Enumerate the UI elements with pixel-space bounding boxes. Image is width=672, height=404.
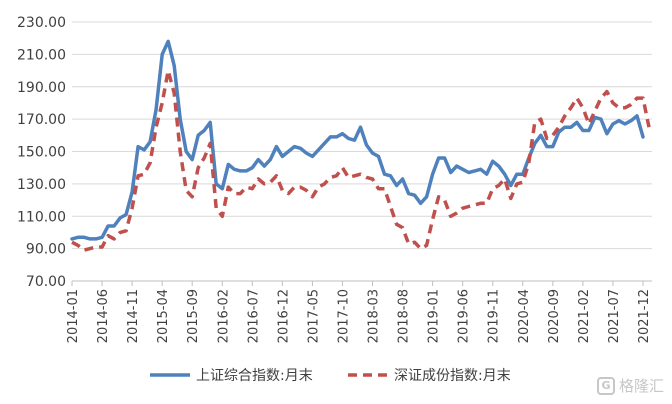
x-tick-label: 2019-01 [427, 289, 442, 343]
y-tick-label: 110.00 [17, 209, 66, 225]
y-tick-label: 230.00 [17, 15, 66, 31]
x-tick-label: 2014-01 [66, 289, 81, 343]
x-tick-label: 2017-05 [306, 289, 321, 343]
x-tick-label: 2021-02 [577, 289, 592, 343]
watermark: G 格隆汇 [596, 375, 664, 396]
legend-label: 上证综合指数:月末 [196, 368, 313, 384]
x-tick-label: 2018-03 [367, 289, 382, 343]
x-tick-label: 2021-12 [637, 289, 652, 343]
gelonghui-logo-icon: G [596, 376, 615, 395]
x-tick-label: 2020-04 [517, 289, 532, 343]
legend-label: 深证成份指数:月末 [394, 368, 511, 384]
x-tick-label: 2019-06 [457, 289, 472, 343]
x-tick-label: 2020-09 [547, 289, 562, 343]
y-tick-label: 70.00 [26, 274, 66, 290]
x-tick-label: 2019-11 [487, 289, 502, 343]
x-tick-label: 2021-07 [607, 289, 622, 343]
x-tick-label: 2016-12 [276, 289, 291, 343]
x-tick-label: 2017-10 [336, 289, 351, 343]
x-tick-label: 2014-06 [96, 289, 111, 343]
x-tick-label: 2016-02 [216, 289, 231, 343]
watermark-text: 格隆汇 [618, 377, 664, 395]
y-tick-label: 90.00 [26, 242, 66, 258]
y-tick-label: 170.00 [17, 112, 66, 128]
x-tick-label: 2014-11 [126, 289, 141, 343]
x-tick-label: 2015-04 [156, 289, 171, 343]
x-tick-label: 2015-09 [186, 289, 201, 343]
y-tick-label: 210.00 [17, 47, 66, 63]
x-tick-label: 2016-07 [246, 289, 261, 343]
series-line-shanghai [70, 39, 645, 241]
y-tick-label: 130.00 [17, 177, 66, 193]
series-line-shenzhen [71, 68, 651, 252]
x-tick-label: 2018-08 [397, 289, 412, 343]
y-tick-label: 190.00 [17, 80, 66, 96]
y-tick-label: 150.00 [17, 145, 66, 161]
